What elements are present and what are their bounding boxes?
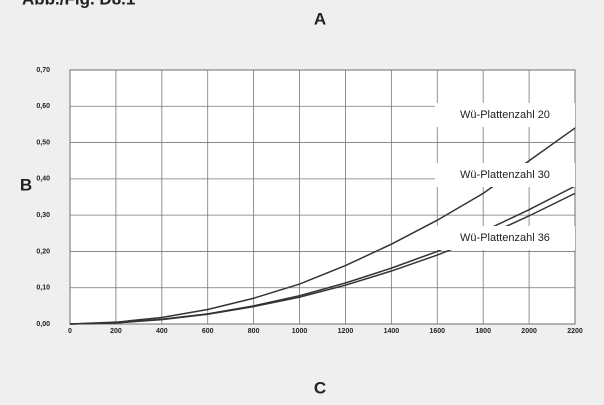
x-tick-label: 2000 (521, 328, 537, 335)
legend-label: Wü-Plattenzahl 36 (460, 232, 550, 244)
x-tick-label: 2200 (567, 328, 583, 335)
x-tick-label: 600 (202, 328, 214, 335)
x-tick-label: 400 (156, 328, 168, 335)
chart-title: A (314, 9, 326, 28)
legend-label: Wü-Plattenzahl 20 (460, 109, 550, 121)
y-tick-label: 0,30 (36, 212, 50, 219)
y-axis-label: B (20, 175, 32, 194)
y-tick-label: 0,20 (36, 248, 50, 255)
x-tick-label: 0 (68, 328, 72, 335)
y-tick-label: 0,50 (36, 139, 50, 146)
y-tick-label: 0,10 (36, 285, 50, 292)
figure-label: Abb./Fig. D8.1 (22, 0, 135, 8)
x-axis-label: C (314, 378, 326, 397)
legend-box (435, 103, 575, 127)
legend-box (435, 163, 575, 187)
series-line (69, 127, 576, 325)
legend-label: Wü-Plattenzahl 30 (460, 169, 550, 181)
x-tick-label: 200 (110, 328, 122, 335)
x-tick-label: 1800 (475, 328, 491, 335)
x-tick-label: 1200 (338, 328, 354, 335)
x-tick-label: 800 (248, 328, 260, 335)
x-tick-label: 1400 (384, 328, 400, 335)
x-tick-label: 1000 (292, 328, 308, 335)
y-tick-label: 0,70 (36, 67, 50, 74)
legend-box (435, 226, 575, 250)
y-tick-label: 0,60 (36, 103, 50, 110)
y-tick-label: 0,40 (36, 176, 50, 183)
y-tick-label: 0,00 (36, 321, 50, 328)
x-tick-label: 1600 (429, 328, 445, 335)
